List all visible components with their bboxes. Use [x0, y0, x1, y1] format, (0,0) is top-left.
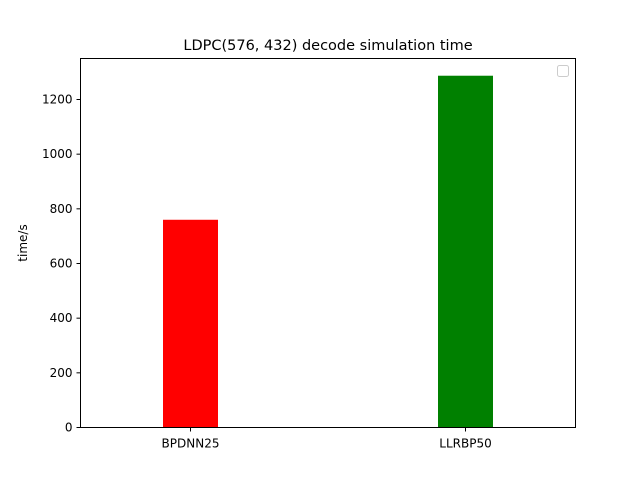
bar-bpdnn25: [163, 219, 218, 428]
x-tick-label: BPDNN25: [162, 437, 220, 451]
y-tick-label: 200: [50, 366, 73, 380]
y-tick-label: 1200: [42, 93, 73, 107]
legend-box: [557, 65, 569, 77]
chart-title: LDPC(576, 432) decode simulation time: [183, 38, 472, 54]
bar-llrbp50: [438, 75, 493, 428]
y-axis-label: time/s: [16, 224, 30, 261]
y-tick-label: 0: [65, 421, 73, 435]
y-tick-label: 800: [50, 202, 73, 216]
plot-frame: [80, 58, 576, 428]
y-tick-label: 1000: [42, 147, 73, 161]
y-tick-label: 600: [50, 257, 73, 271]
y-tick-label: 400: [50, 311, 73, 325]
x-tick-label: LLRBP50: [439, 437, 491, 451]
x-axis-ticks: BPDNN25 LLRBP50: [162, 427, 492, 451]
bars-group: [163, 75, 493, 428]
y-axis-ticks: 0 200 400 600 800 1000 1200: [42, 93, 81, 435]
